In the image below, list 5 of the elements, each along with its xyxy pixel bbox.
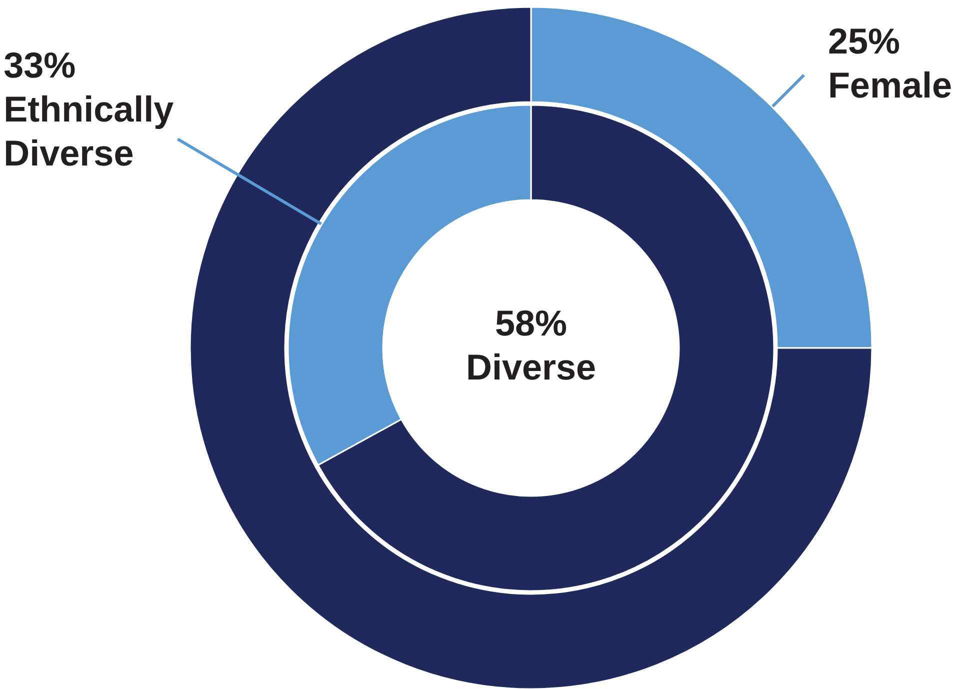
- slice-label: Female: [828, 64, 952, 106]
- data-label: 25%: [828, 20, 900, 62]
- text: 58% Diverse: [466, 302, 596, 388]
- data-label: 33%: [4, 44, 76, 86]
- slice-label: Ethnically Diverse: [4, 88, 174, 174]
